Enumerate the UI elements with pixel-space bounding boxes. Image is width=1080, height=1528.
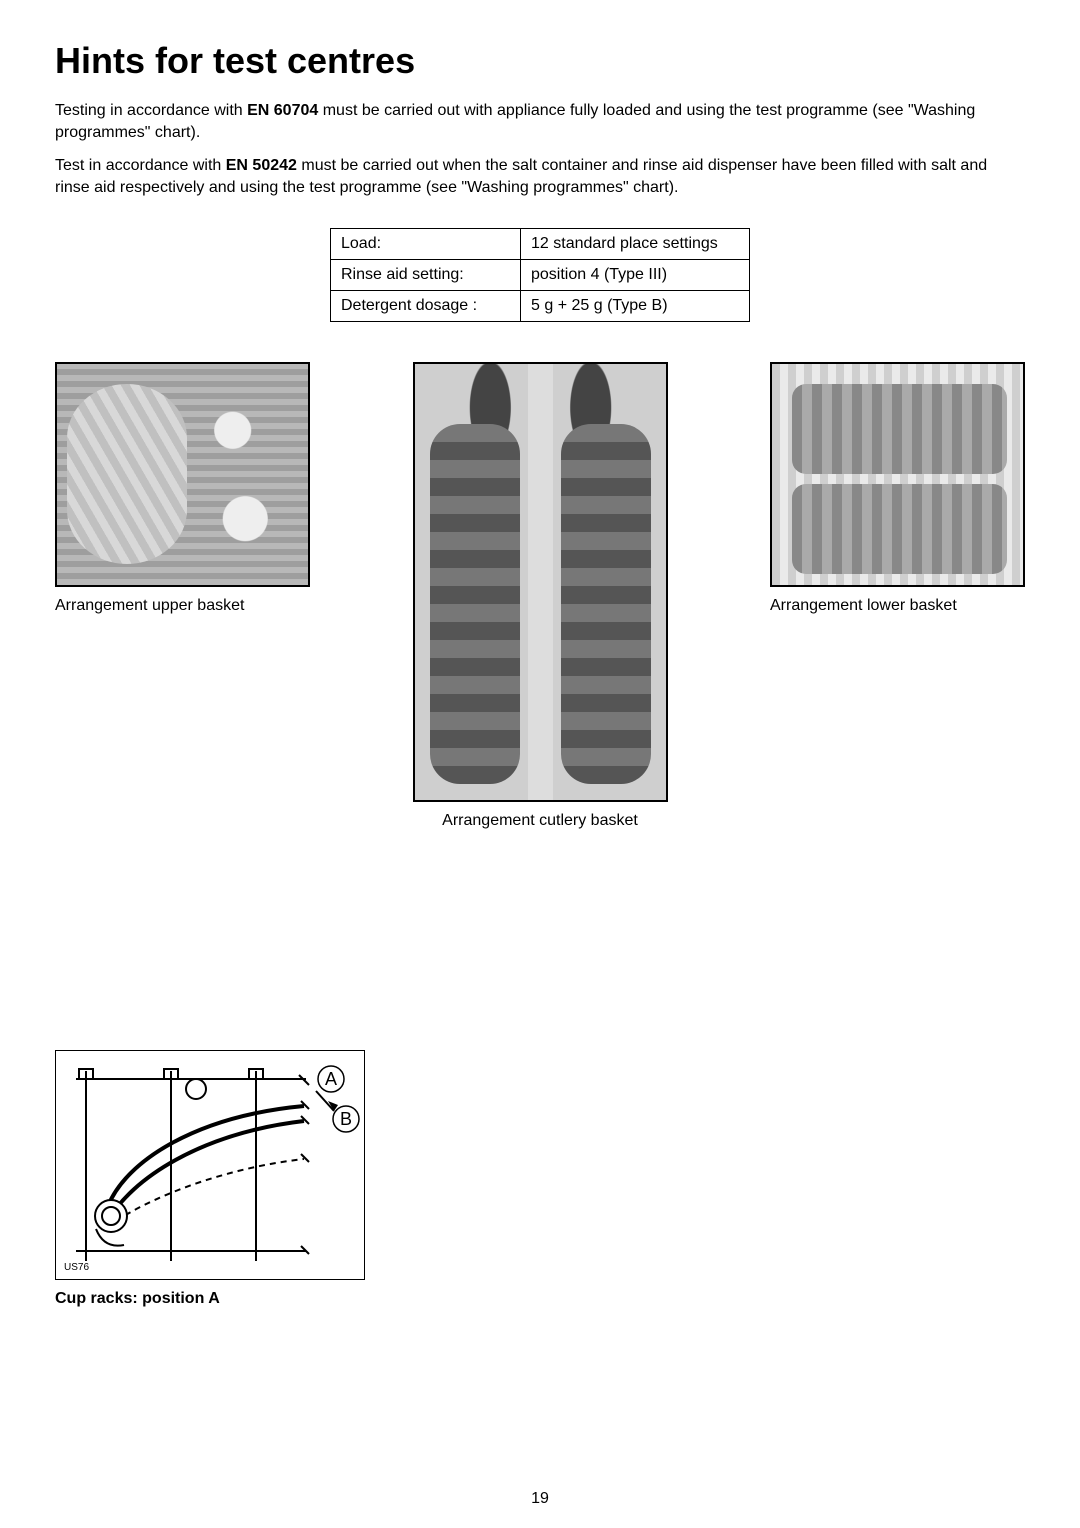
lower-basket-caption: Arrangement lower basket bbox=[770, 597, 957, 615]
cup-racks-svg: A B bbox=[56, 1051, 366, 1281]
lower-basket-photo bbox=[770, 362, 1025, 587]
diagram-label-b: B bbox=[340, 1109, 352, 1129]
diagram-code: US76 bbox=[64, 1262, 89, 1273]
settings-table: Load: 12 standard place settings Rinse a… bbox=[330, 228, 750, 322]
cup-racks-caption: Cup racks: position A bbox=[55, 1290, 365, 1308]
table-row: Load: 12 standard place settings bbox=[331, 229, 750, 260]
cutlery-basket-caption: Arrangement cutlery basket bbox=[442, 812, 638, 830]
figure-lower-basket: Arrangement lower basket bbox=[770, 362, 1025, 615]
page-title: Hints for test centres bbox=[55, 40, 1025, 82]
diagram-label-a: A bbox=[325, 1069, 337, 1089]
figure-cup-racks: A B US76 Cup racks: position A bbox=[55, 1050, 365, 1308]
cup-racks-diagram: A B US76 bbox=[55, 1050, 365, 1280]
settings-value: position 4 (Type III) bbox=[521, 260, 750, 291]
settings-value: 12 standard place settings bbox=[521, 229, 750, 260]
cutlery-basket-photo bbox=[413, 362, 668, 802]
settings-label: Rinse aid setting: bbox=[331, 260, 521, 291]
intro-paragraph-1: Testing in accordance with EN 60704 must… bbox=[55, 100, 1025, 143]
settings-label: Detergent dosage : bbox=[331, 291, 521, 322]
settings-value: 5 g + 25 g (Type B) bbox=[521, 291, 750, 322]
page-number: 19 bbox=[0, 1490, 1080, 1508]
figure-upper-basket: Arrangement upper basket bbox=[55, 362, 310, 615]
settings-label: Load: bbox=[331, 229, 521, 260]
upper-basket-caption: Arrangement upper basket bbox=[55, 597, 244, 615]
upper-basket-photo bbox=[55, 362, 310, 587]
text: Test in accordance with bbox=[55, 157, 226, 174]
figures-row: Arrangement upper basket Arrangement cut… bbox=[55, 362, 1025, 830]
text: Testing in accordance with bbox=[55, 102, 247, 119]
table-row: Rinse aid setting: position 4 (Type III) bbox=[331, 260, 750, 291]
table-row: Detergent dosage : 5 g + 25 g (Type B) bbox=[331, 291, 750, 322]
intro-paragraph-2: Test in accordance with EN 50242 must be… bbox=[55, 155, 1025, 198]
standard-ref-2: EN 50242 bbox=[226, 157, 297, 174]
figure-cutlery-basket: Arrangement cutlery basket bbox=[413, 362, 668, 830]
standard-ref-1: EN 60704 bbox=[247, 102, 318, 119]
